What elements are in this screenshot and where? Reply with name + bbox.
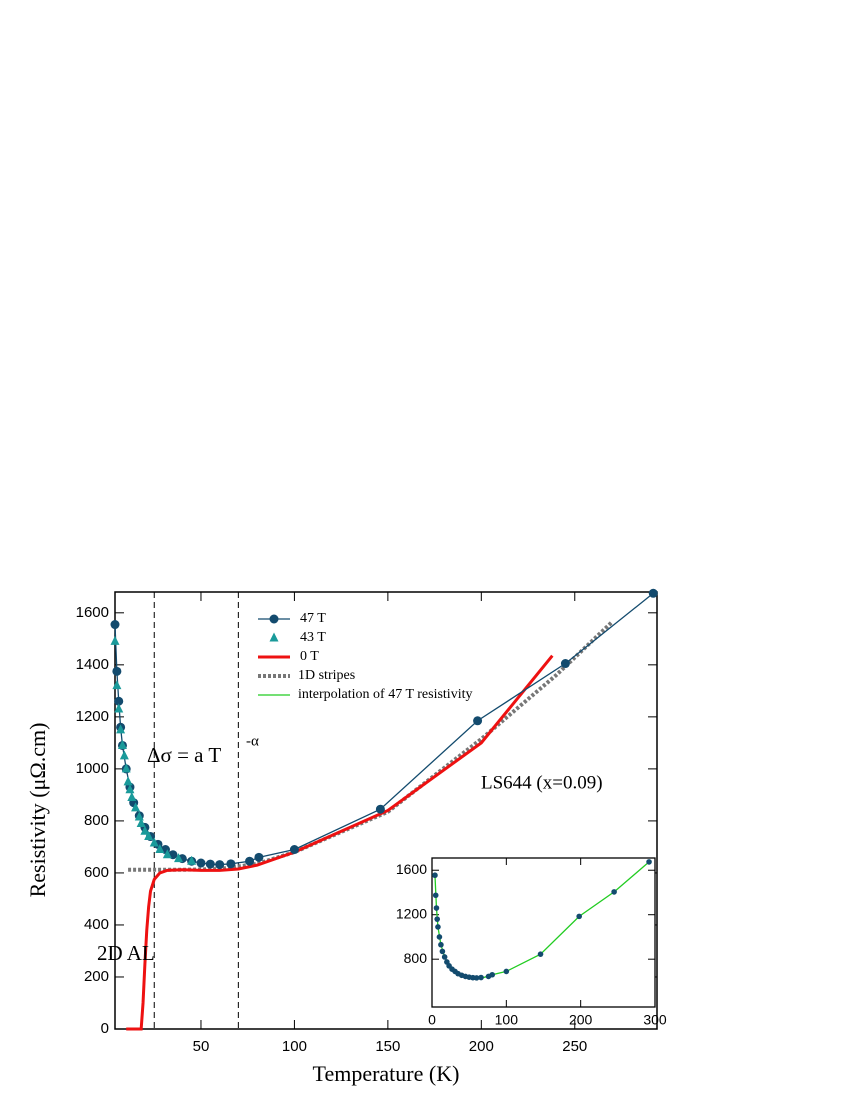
data-point xyxy=(226,859,236,869)
inset-point xyxy=(434,916,441,922)
x-tick-label: 50 xyxy=(193,1038,210,1055)
data-point xyxy=(112,680,122,690)
data-point xyxy=(110,635,120,645)
inset-point xyxy=(432,872,438,879)
data-point xyxy=(134,811,144,821)
data-point xyxy=(205,859,215,869)
annotation: LS644 (x=0.09) xyxy=(481,772,603,793)
data-point xyxy=(140,825,150,835)
x-tick-label: 150 xyxy=(375,1038,400,1055)
annotation: -α xyxy=(246,733,259,749)
y-tick-label: 200 xyxy=(84,968,109,985)
inset-frame xyxy=(431,857,656,1008)
data-point xyxy=(123,776,133,786)
data-point xyxy=(289,845,299,855)
y-axis-label: Resistivity (μΩ.cm) xyxy=(25,723,50,898)
data-point xyxy=(560,659,570,669)
data-point xyxy=(117,739,127,749)
legend-label: 1D stripes xyxy=(298,668,355,683)
inset-x-tick-label: 200 xyxy=(569,1012,593,1028)
y-tick-label: 0 xyxy=(101,1020,109,1037)
data-point xyxy=(187,855,197,865)
data-point xyxy=(648,588,658,598)
data-point xyxy=(116,724,126,734)
legend-label: 43 T xyxy=(300,630,326,645)
inset-y-tick-label: 1200 xyxy=(396,905,427,921)
inset-point xyxy=(432,892,439,899)
data-point xyxy=(114,696,124,706)
x-tick-label: 100 xyxy=(282,1038,307,1055)
inset-point xyxy=(433,905,440,911)
x-tick-label: 250 xyxy=(562,1038,587,1055)
inset-point xyxy=(611,889,617,895)
data-point xyxy=(127,791,137,801)
y-tick-label: 1400 xyxy=(76,656,109,673)
data-point xyxy=(119,750,129,760)
x-tick-label: 200 xyxy=(469,1038,494,1055)
inset-point xyxy=(435,924,441,930)
data-point xyxy=(245,856,255,866)
data-point xyxy=(125,784,135,794)
legend-marker xyxy=(269,614,279,624)
data-point xyxy=(136,818,146,828)
inset-point xyxy=(478,974,484,981)
inset-point xyxy=(473,975,480,981)
y-tick-label: 1600 xyxy=(76,604,109,621)
y-tick-label: 600 xyxy=(84,864,109,881)
inset-point xyxy=(441,954,448,960)
legend-label: 0 T xyxy=(300,649,319,664)
inset-x-tick-label: 0 xyxy=(428,1012,436,1028)
legend-marker xyxy=(269,632,279,642)
y-tick-label: 400 xyxy=(84,916,109,933)
data-point xyxy=(121,763,131,773)
data-point xyxy=(254,852,264,862)
inset-x-tick-label: 100 xyxy=(495,1012,519,1028)
legend-label: interpolation of 47 T resistivity xyxy=(298,687,472,702)
inset-point xyxy=(436,934,443,940)
data-point xyxy=(473,716,483,726)
data-point xyxy=(162,849,172,859)
inset-point xyxy=(537,951,544,957)
inset-point xyxy=(503,968,510,975)
legend-label: 47 T xyxy=(300,611,326,626)
data-point xyxy=(112,666,122,676)
data-point xyxy=(149,837,159,847)
data-point xyxy=(114,703,124,713)
inset-y-tick-label: 800 xyxy=(404,950,428,966)
data-point xyxy=(155,844,165,854)
y-tick-label: 800 xyxy=(84,812,109,829)
inset-point xyxy=(489,971,496,978)
data-point xyxy=(215,860,225,870)
inset-point xyxy=(646,859,652,865)
data-point xyxy=(174,853,184,863)
annotation: 2D AL xyxy=(97,941,155,965)
data-point xyxy=(196,858,206,868)
data-point xyxy=(131,802,141,812)
inset-x-tick-label: 300 xyxy=(643,1012,667,1028)
y-tick-label: 1000 xyxy=(76,760,109,777)
series-line xyxy=(114,592,654,866)
inset-point xyxy=(439,948,446,955)
data-point xyxy=(375,804,385,814)
data-point xyxy=(110,620,120,630)
data-point xyxy=(144,831,154,841)
plot-frame xyxy=(114,591,658,1030)
inset-y-tick-label: 1600 xyxy=(396,861,427,877)
y-tick-label: 1200 xyxy=(76,708,109,725)
x-axis-label: Temperature (K) xyxy=(313,1061,460,1086)
inset-point xyxy=(438,941,444,948)
inset-point xyxy=(576,913,582,920)
annotation: Δσ = a T xyxy=(147,743,221,767)
